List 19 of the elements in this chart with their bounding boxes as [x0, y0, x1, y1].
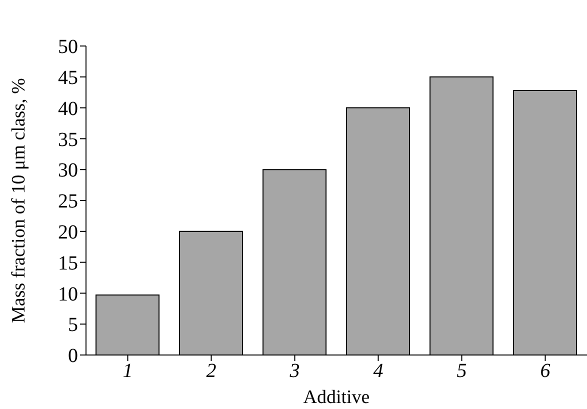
x-axis-title: Additive [303, 387, 370, 408]
x-tick-label: 1 [122, 360, 133, 382]
y-tick-label: 5 [68, 314, 78, 336]
x-tick-label: 3 [288, 360, 300, 382]
y-tick-label: 15 [58, 252, 78, 274]
y-tick-label: 30 [58, 160, 78, 182]
y-tick-label: 40 [58, 98, 78, 120]
y-tick-label: 45 [58, 67, 78, 89]
y-tick-label: 50 [58, 36, 78, 58]
x-tick-label: 4 [373, 360, 384, 382]
y-tick-label: 10 [58, 283, 78, 306]
x-tick-label: 2 [206, 360, 216, 382]
y-axis-title: Mass fraction of 10 μm class, % [8, 78, 30, 323]
y-tick-label: 25 [58, 190, 78, 213]
y-tick-label: 0 [68, 345, 78, 368]
x-tick-label: 6 [540, 360, 550, 382]
x-tick-label: 5 [456, 360, 467, 382]
y-tick-label: 20 [58, 222, 78, 244]
y-tick-label: 35 [58, 128, 78, 151]
